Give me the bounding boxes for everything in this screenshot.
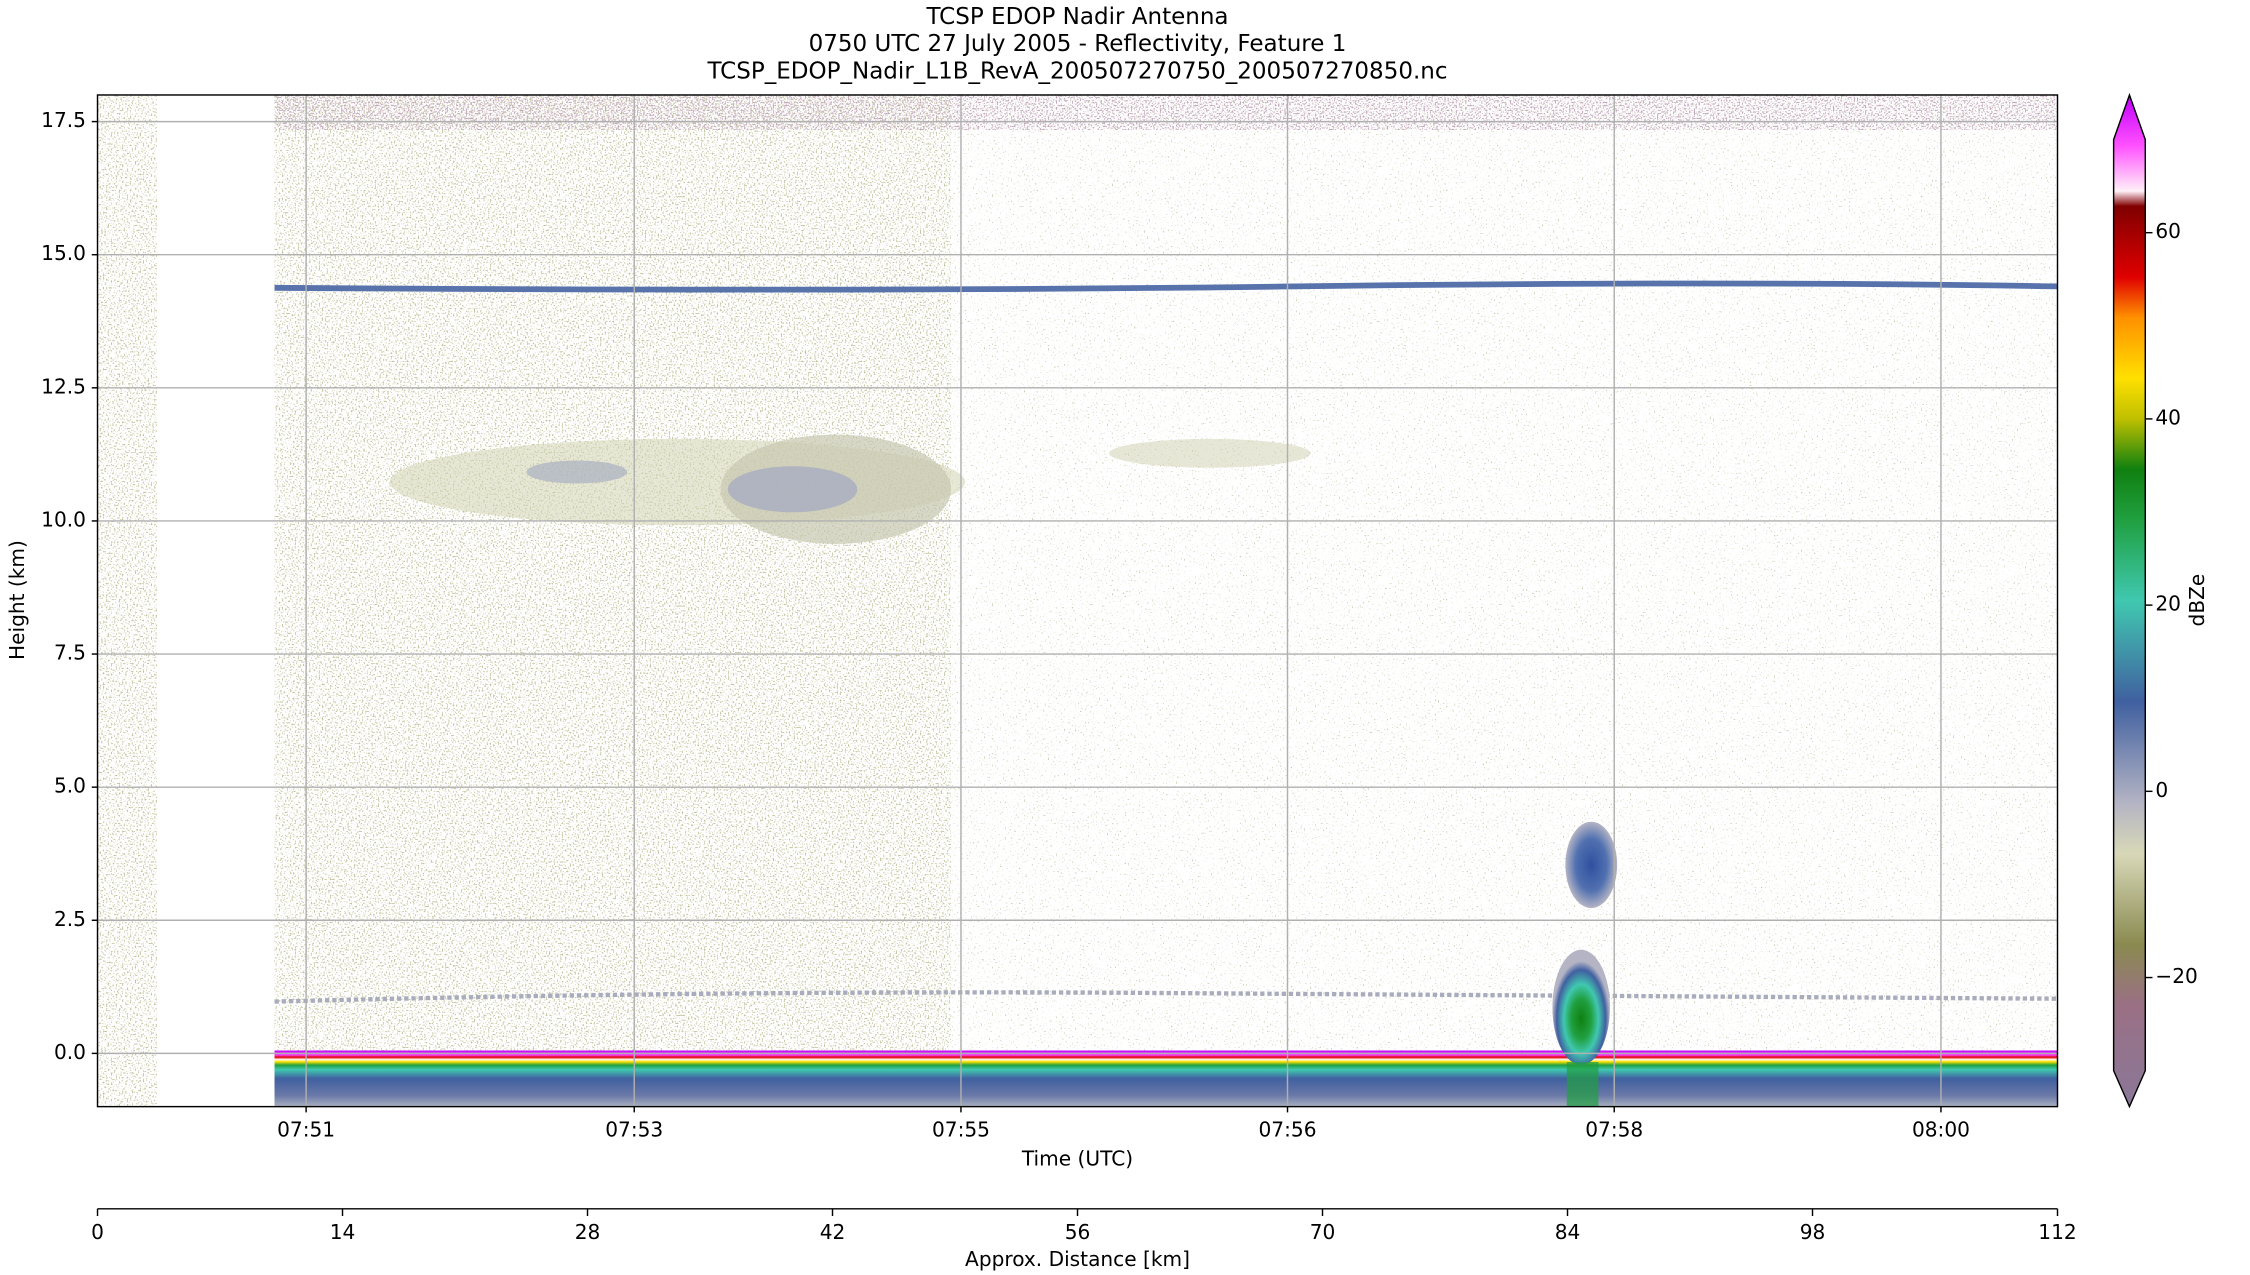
x2-tick-label: 98 [1800,1220,1826,1244]
cloud [727,466,858,513]
chart-subtitle: 0750 UTC 27 July 2005 - Reflectivity, Fe… [809,31,1347,57]
y-tick-label: 7.5 [54,641,86,665]
y-tick-label: 17.5 [41,108,86,132]
x2-tick-label: 14 [330,1220,356,1244]
file-name: TCSP_EDOP_Nadir_L1B_RevA_200507270750_20… [706,58,1447,84]
colorbar [2112,92,2147,1109]
x2-tick-label: 84 [1555,1220,1581,1244]
x-tick-label: 07:56 [1259,1118,1317,1142]
x2-tick-label: 42 [820,1220,846,1244]
x-tick-label: 07:51 [277,1118,335,1142]
x2-tick-label: 112 [2038,1220,2076,1244]
chart-title: TCSP EDOP Nadir Antenna [925,4,1228,30]
x-tick-label: 07:53 [605,1118,663,1142]
sidelobe [274,990,2058,1004]
radar-image [97,94,2058,1107]
x2-tick-label: 28 [575,1220,601,1244]
cloud [1109,438,1311,468]
colorbar-tick-label: 20 [2155,592,2181,616]
y-tick-label: 5.0 [54,774,86,798]
x-axis-label: Time (UTC) [1021,1146,1133,1170]
colorbar-tick-label: 40 [2155,405,2181,429]
plot-frame [96,94,2059,1108]
cell [1552,949,1610,1065]
x-tick-label: 07:58 [1585,1118,1643,1142]
cloud [526,460,628,484]
axes [91,94,2058,1113]
cell [1566,1062,1599,1107]
speckle [97,94,157,1107]
x2-tick-label: 0 [91,1220,104,1244]
surface [274,1050,2058,1107]
y-tick-label: 10.0 [41,507,86,531]
x2-tick-label: 70 [1310,1220,1336,1244]
x2-axis-label: Approx. Distance [km] [965,1247,1190,1271]
y-axis-label: Height (km) [5,540,29,660]
colorbar-tick-label: 60 [2155,219,2181,243]
speckle [274,94,2058,130]
colorbar-label: dBZe [2185,574,2209,627]
y-tick-label: 0.0 [54,1040,86,1064]
colorbar-tick-label: 0 [2155,778,2168,802]
cell [1565,821,1618,909]
x-tick-label: 07:55 [932,1118,990,1142]
y-tick-label: 15.0 [41,241,86,265]
x2-tick-label: 56 [1065,1220,1091,1244]
echo-line [274,280,2058,293]
speckle [274,94,951,1052]
y-tick-label: 12.5 [41,374,86,398]
x-tick-label: 08:00 [1912,1118,1970,1142]
colorbar-tick-label: −20 [2155,964,2197,988]
y-tick-label: 2.5 [54,907,86,931]
speckle [950,94,2058,1052]
